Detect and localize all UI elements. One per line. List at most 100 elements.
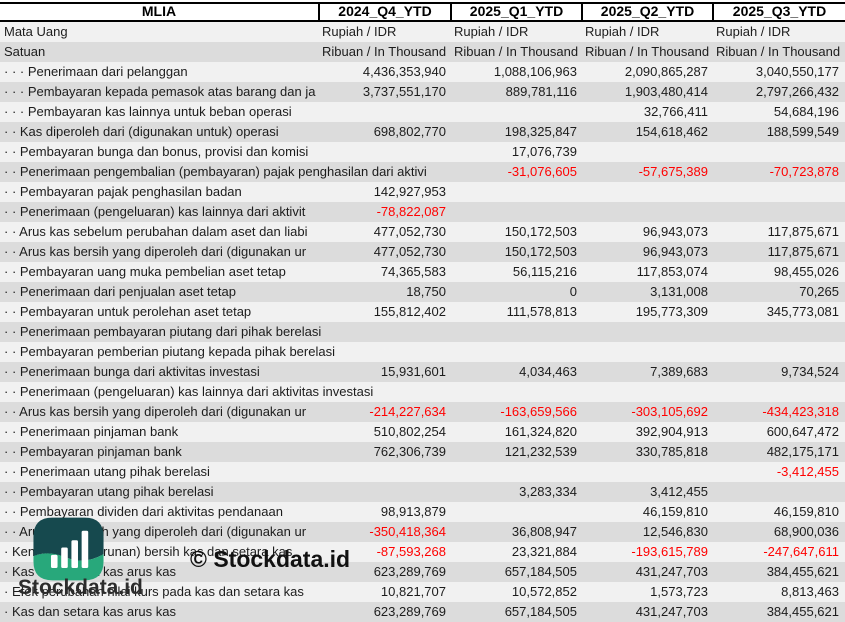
table-row: · · Arus kas bersih yang diperoleh dari … <box>0 242 845 262</box>
cell-value: 657,184,505 <box>504 604 577 619</box>
cell-value: Ribuan / In Thousand <box>716 44 841 59</box>
cell-value: 150,172,503 <box>504 224 577 239</box>
cell-value <box>714 142 845 162</box>
table-row: · · Pembayaran bunga dan bonus, provisi … <box>0 142 845 162</box>
cell-value <box>583 342 714 362</box>
row-label: · · Pembayaran pajak penghasilan badan <box>4 184 242 199</box>
cell-value <box>714 322 845 342</box>
cell-value: 330,785,818 <box>635 444 708 459</box>
row-label: · Kas dan setara kas arus kas <box>4 604 176 619</box>
cell-value: 121,232,539 <box>504 444 577 459</box>
cell-value: 762,306,739 <box>373 444 446 459</box>
table-row: · · Penerimaan (pengeluaran) kas lainnya… <box>0 202 845 222</box>
cell-value: 46,159,810 <box>773 504 839 519</box>
cell-value: 384,455,621 <box>766 564 839 579</box>
header-period: 2024_Q4_YTD <box>320 4 452 20</box>
cell-value <box>320 462 452 482</box>
cell-value <box>583 322 714 342</box>
cell-value <box>714 482 845 502</box>
cell-value: 32,766,411 <box>643 104 708 119</box>
row-label: · · · Penerimaan dari pelanggan <box>4 64 188 79</box>
cell-value: 98,455,026 <box>773 264 839 279</box>
cell-value: 15,931,601 <box>380 364 446 379</box>
currency-row: Mata Uang Rupiah / IDR Rupiah / IDR Rupiah … <box>0 22 845 42</box>
cell-value: 10,821,707 <box>380 584 446 599</box>
row-label: · · Penerimaan dari penjualan aset tetap <box>4 284 236 299</box>
cell-value: 70,265 <box>799 284 839 299</box>
cell-value: 198,325,847 <box>504 124 577 139</box>
table-row: · · Penerimaan utang pihak berelasi -3,41… <box>0 462 845 482</box>
cell-value: 68,900,036 <box>773 524 839 539</box>
row-label: · · Penerimaan (pengeluaran) kas lainnya… <box>4 204 306 219</box>
cell-value: 56,115,216 <box>512 264 577 279</box>
unit-row: Satuan Ribuan / In Thousand Ribuan / In Th… <box>0 42 845 62</box>
stockdata-logo: Stockdata.id <box>18 516 182 599</box>
row-label: · · Penerimaan pembayaran piutang dari p… <box>4 324 322 339</box>
cell-value <box>452 182 583 202</box>
table-row: · · Pembayaran dividen dari aktivitas pe… <box>0 502 845 522</box>
cell-value: 623,289,769 <box>373 564 446 579</box>
cell-value: 155,812,402 <box>373 304 446 319</box>
cell-value <box>320 102 452 122</box>
cell-value: -163,659,566 <box>500 404 577 419</box>
row-label: · · Pembayaran dividen dari aktivitas pe… <box>4 504 283 519</box>
cell-value: 142,927,953 <box>373 184 446 199</box>
header-period: 2025_Q3_YTD <box>732 4 827 19</box>
table-row: · · Penerimaan pinjaman bank 510,802,254 1… <box>0 422 845 442</box>
cell-value: 98,913,879 <box>380 504 446 519</box>
cell-value: 4,436,353,940 <box>362 64 446 79</box>
cell-value: 2,797,266,432 <box>755 84 839 99</box>
cell-value: 188,599,549 <box>766 124 839 139</box>
cell-value <box>583 182 714 202</box>
cell-value: 431,247,703 <box>635 564 708 579</box>
cell-value <box>320 342 452 362</box>
cell-value: Ribuan / In Thousand <box>454 44 579 59</box>
cell-value <box>452 322 583 342</box>
cell-value <box>583 142 714 162</box>
cell-value <box>452 462 583 482</box>
row-label: · · · Pembayaran kas lainnya untuk beban… <box>4 104 292 119</box>
stockdata-logo-icon <box>33 517 104 581</box>
cell-value: 2,090,865,287 <box>624 64 708 79</box>
cell-value: -303,105,692 <box>631 404 708 419</box>
header-period: 2025_Q1_YTD <box>452 4 583 20</box>
cell-value: 117,875,671 <box>767 224 839 239</box>
cell-value: 600,647,472 <box>766 424 839 439</box>
cell-value: -247,647,611 <box>763 544 839 559</box>
cell-value: 477,052,730 <box>373 244 446 259</box>
row-label: · · Pembayaran pemberian piutang kepada … <box>4 344 335 359</box>
cell-value: 384,455,621 <box>766 604 839 619</box>
cell-value <box>583 202 714 222</box>
cell-value: 1,088,106,963 <box>493 64 577 79</box>
table-row: · · Pembayaran pajak penghasilan badan 14… <box>0 182 845 202</box>
cell-value <box>583 462 714 482</box>
cell-value <box>320 322 452 342</box>
cell-value: 623,289,769 <box>373 604 446 619</box>
cell-value: 477,052,730 <box>373 224 446 239</box>
cell-value: -434,423,318 <box>762 404 839 419</box>
cell-value <box>320 142 452 162</box>
table-row: · · Pembayaran untuk perolehan aset teta… <box>0 302 845 322</box>
cell-value: 9,734,524 <box>781 364 839 379</box>
cell-value: 657,184,505 <box>504 564 577 579</box>
cell-value: Rupiah / IDR <box>585 24 660 39</box>
cell-value: 195,773,309 <box>635 304 708 319</box>
cell-value: 17,076,739 <box>511 144 577 159</box>
cell-value: 117,853,074 <box>636 264 708 279</box>
cell-value: 23,321,884 <box>511 544 577 559</box>
table-row: · · Penerimaan (pengeluaran) kas lainnya… <box>0 382 845 402</box>
table-row: · · · Pembayaran kepada pemasok atas bar… <box>0 82 845 102</box>
cell-value: 154,618,462 <box>635 124 708 139</box>
table-row: · · Arus kas bersih yang diperoleh dari … <box>0 402 845 422</box>
stockdata-logo-text: Stockdata.id <box>18 576 143 599</box>
cell-value: 7,389,683 <box>650 364 708 379</box>
cell-value: Ribuan / In Thousand <box>585 44 710 59</box>
cell-value: 111,578,813 <box>506 304 577 319</box>
cell-value: -3,412,455 <box>776 464 839 479</box>
cell-value: -87,593,268 <box>376 544 446 559</box>
cell-value: 18,750 <box>406 284 446 299</box>
cell-value: 1,573,723 <box>650 584 708 599</box>
cell-value: 510,802,254 <box>373 424 446 439</box>
row-label: · · Pembayaran bunga dan bonus, provisi … <box>4 144 309 159</box>
